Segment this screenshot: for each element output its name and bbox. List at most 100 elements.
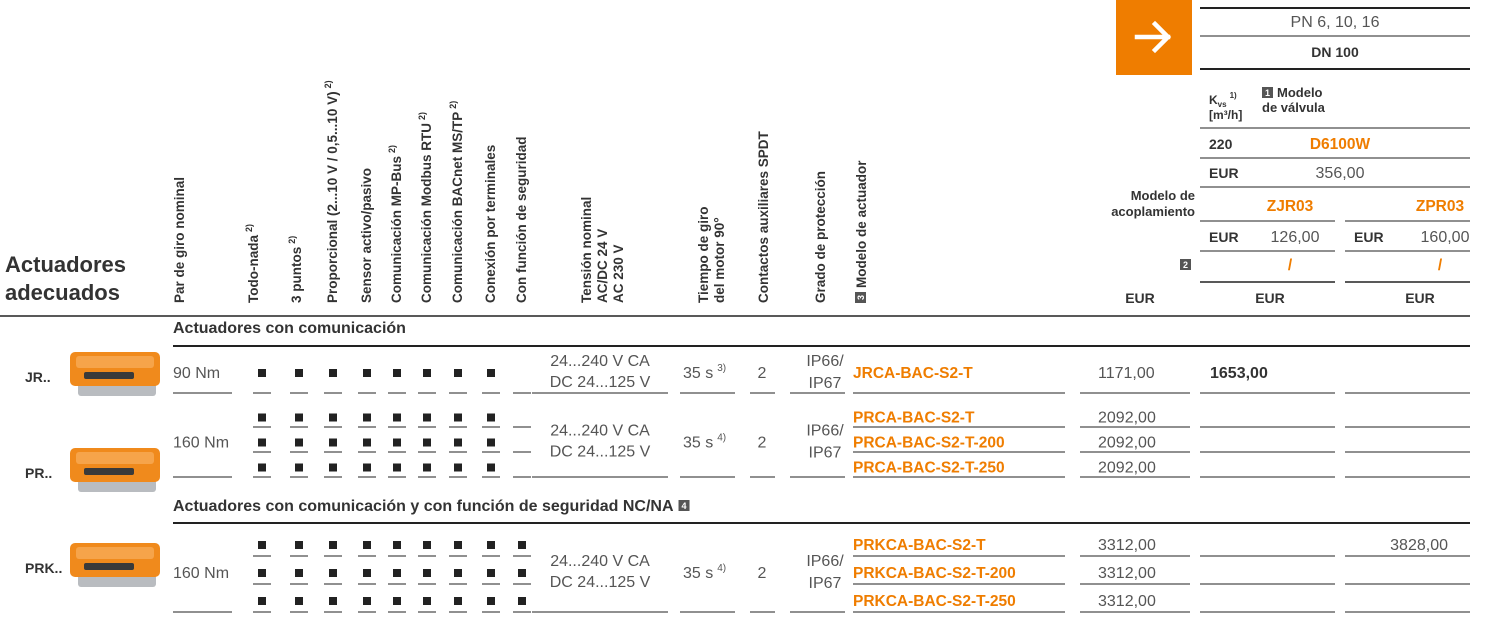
column-header-text: Comunicación Modbus RTU: [419, 123, 434, 303]
feature-mark: [329, 413, 337, 422]
column-header: del motor 90°: [712, 217, 727, 303]
voltage: 24...240 V CA: [550, 553, 650, 570]
group-label: PRK..: [25, 560, 62, 576]
actuator-model: PRCA-BAC-S2-T-250: [853, 460, 1005, 477]
badge: [678, 500, 690, 511]
actuator-price: 2092,00: [1098, 460, 1156, 477]
feature-mark: [363, 541, 371, 549]
column-header-text: Modelo de actuador: [854, 160, 869, 288]
protection: IP67: [809, 445, 842, 462]
footnote-ref: 2): [417, 112, 427, 120]
valve-price: 356,00: [1316, 165, 1365, 182]
feature-mark: [258, 541, 266, 549]
feature-mark: [363, 597, 371, 605]
feature-mark: [329, 569, 337, 577]
feature-mark: [295, 541, 303, 549]
feature-mark: [258, 438, 266, 447]
column-currency: EUR: [1255, 290, 1285, 306]
aux-contacts: 2: [758, 565, 767, 582]
actuator-model: PRKCA-BAC-S2-T-200: [853, 565, 1016, 582]
column-header: Par de giro nominal: [172, 177, 187, 303]
feature-mark: [518, 569, 526, 577]
column-header-text: del motor 90°: [712, 217, 727, 303]
feature-mark: [454, 413, 462, 422]
actuator-model: PRCA-BAC-S2-T-200: [853, 435, 1005, 452]
feature-mark: [295, 569, 303, 577]
badge-number: 1: [1265, 88, 1270, 98]
feature-mark: [329, 541, 337, 549]
extra: /: [1438, 257, 1443, 274]
protection: IP66/: [806, 553, 844, 570]
feature-mark: [393, 569, 401, 577]
feature-mark: [487, 369, 495, 377]
voltage: 24...240 V CA: [550, 353, 650, 370]
feature-mark: [295, 413, 303, 422]
badge-number: 2: [1183, 260, 1188, 270]
feature-mark: [295, 369, 303, 377]
feature-mark: [423, 369, 431, 377]
column-header-text: Contactos auxiliares SPDT: [756, 130, 771, 303]
column-header-text: Comunicación BACnet MS/TP: [450, 112, 465, 303]
feature-mark: [454, 541, 462, 549]
column-header-text: Tiempo de giro: [696, 206, 711, 303]
protection: IP66/: [806, 353, 844, 370]
feature-mark: [423, 413, 431, 422]
feature-mark: [487, 438, 495, 447]
rotation-time: 35 s 4): [683, 433, 726, 452]
voltage: DC 24...125 V: [550, 444, 651, 461]
actuator-price: 2092,00: [1098, 435, 1156, 452]
column-header: AC 230 V: [611, 244, 626, 303]
feature-mark: [487, 413, 495, 422]
feature-mark: [363, 369, 371, 377]
currency: EUR: [1209, 229, 1239, 245]
column-header: Contactos auxiliares SPDT: [756, 130, 771, 303]
column-header-text: Grado de protección: [813, 171, 828, 303]
kvs-unit: [m³/h]: [1209, 108, 1242, 122]
feature-mark: [393, 541, 401, 549]
valve-model-label: de válvula: [1262, 100, 1326, 115]
nominal-size: DN 100: [1311, 44, 1359, 60]
aux-contacts: 2: [758, 435, 767, 452]
column-header: 3 puntos 2): [287, 236, 304, 303]
footnote-ref: 2): [448, 101, 458, 109]
actuator-price: 3312,00: [1098, 593, 1156, 610]
pressure: PN 6, 10, 16: [1291, 14, 1380, 31]
actuator-detail: [84, 563, 134, 570]
kvs-subscript: vs: [1218, 100, 1227, 109]
feature-mark: [423, 597, 431, 605]
actuator-price: 3312,00: [1098, 565, 1156, 582]
feature-mark: [423, 541, 431, 549]
badge: [855, 292, 866, 303]
column-header-text: Sensor activo/pasivo: [359, 168, 374, 303]
aux-contacts: 2: [758, 365, 767, 382]
column-header: Sensor activo/pasivo: [359, 168, 374, 303]
actuator-model: PRKCA-BAC-S2-T-250: [853, 593, 1016, 610]
group-label: JR..: [25, 369, 51, 385]
voltage: DC 24...125 V: [550, 574, 651, 591]
actuator-top: [76, 356, 154, 368]
coupling-price: 126,00: [1271, 229, 1320, 246]
coupling-model: ZJR03: [1267, 198, 1314, 215]
footnote-ref: 4): [717, 433, 726, 444]
coupling-model: ZPR03: [1416, 198, 1465, 215]
footnote-ref: 3): [717, 363, 726, 374]
feature-mark: [393, 413, 401, 422]
feature-mark: [258, 369, 266, 377]
voltage: 24...240 V CA: [550, 423, 650, 440]
currency: EUR: [1354, 229, 1384, 245]
feature-mark: [518, 541, 526, 549]
coupling-label: Modelo de: [1131, 188, 1195, 203]
footnote-ref: 2): [387, 145, 397, 153]
feature-mark: [329, 369, 337, 377]
feature-mark: [363, 413, 371, 422]
arrow-icon: [1134, 20, 1172, 54]
coupling-label: acoplamiento: [1111, 204, 1195, 219]
column-header: Todo-nada 2): [244, 224, 261, 303]
feature-mark: [518, 597, 526, 605]
torque: 160 Nm: [173, 565, 229, 582]
badge: [1262, 87, 1273, 98]
column-header: Tensión nominal: [579, 197, 594, 303]
column-header: Tiempo de giro: [696, 206, 711, 303]
rotated-badge: 3: [855, 292, 866, 303]
footnote-ref: 2): [287, 236, 297, 244]
